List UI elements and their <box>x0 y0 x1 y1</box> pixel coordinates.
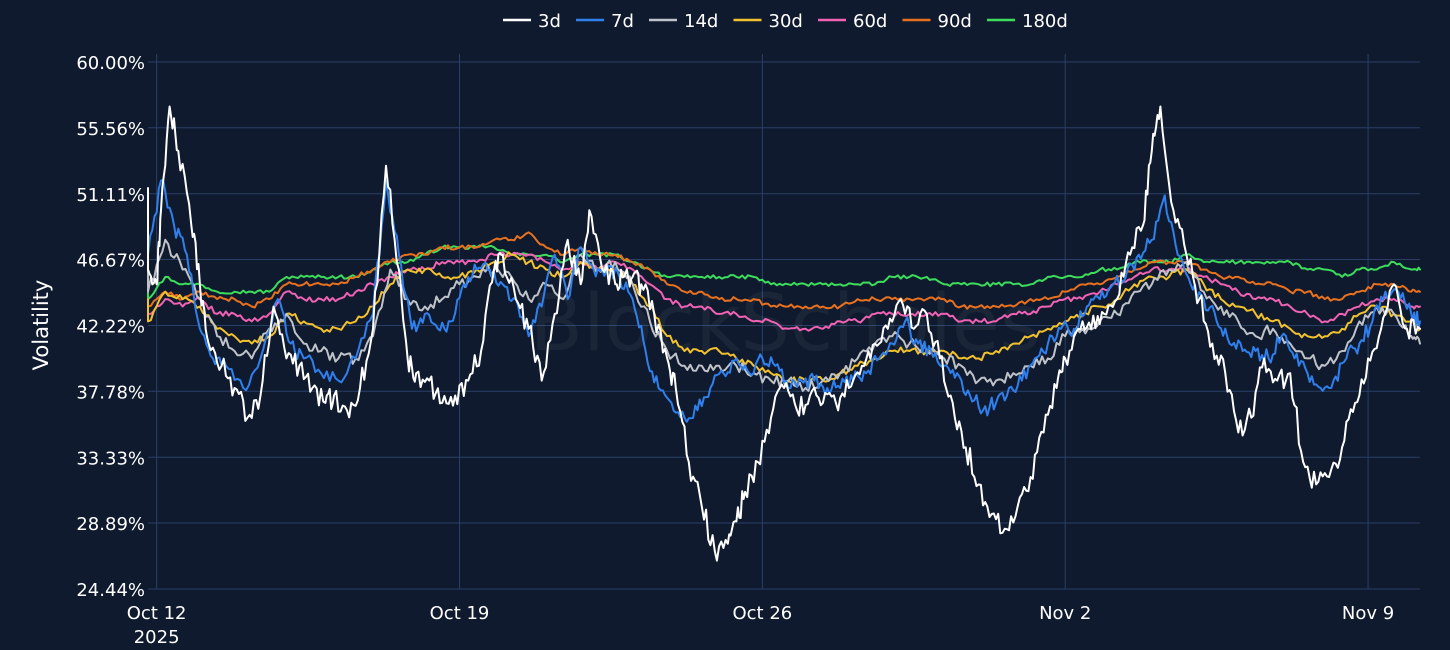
legend-item-7d[interactable]: 7d <box>576 11 634 32</box>
legend-item-14d[interactable]: 14d <box>649 11 718 32</box>
y-axis-tick-labels: 60.00% 55.56% 51.11% 46.67% 42.22% 37.78% 33.3… <box>76 53 145 601</box>
y-tick-label: 60.00% <box>76 53 145 74</box>
series-line-7d <box>147 178 1421 423</box>
series-line-3d <box>147 105 1421 562</box>
legend-item-60d[interactable]: 60d <box>818 11 887 32</box>
y-tick-label: 51.11% <box>76 185 145 206</box>
legend-label: 30d <box>769 11 803 32</box>
x-tick-label: Oct 12 <box>127 603 187 624</box>
legend-label: 14d <box>684 11 718 32</box>
y-axis-title: Volatility <box>29 280 53 371</box>
x-tick-label: Nov 2 <box>1039 603 1091 624</box>
y-tick-label: 24.44% <box>76 580 145 601</box>
series-line-90d <box>147 231 1421 310</box>
grid-lines <box>148 54 1420 590</box>
x-tick-sublabel: 2025 <box>134 627 180 648</box>
legend-label: 90d <box>938 11 972 32</box>
y-tick-label: 37.78% <box>76 382 145 403</box>
legend-item-3d[interactable]: 3d <box>503 11 561 32</box>
legend-label: 180d <box>1022 11 1068 32</box>
legend-label: 3d <box>538 11 561 32</box>
y-tick-label: 33.33% <box>76 448 145 469</box>
legend-item-30d[interactable]: 30d <box>733 11 803 32</box>
legend-item-180d[interactable]: 180d <box>987 11 1068 32</box>
y-tick-label: 28.89% <box>76 514 145 535</box>
series-line-180d <box>147 244 1421 301</box>
y-tick-label: 46.67% <box>76 251 145 272</box>
legend-label: 60d <box>853 11 887 32</box>
legend[interactable]: 3d 7d 14d 30d 60d 90d 180d <box>503 11 1068 32</box>
x-tick-label: Oct 19 <box>430 603 490 624</box>
y-tick-label: 42.22% <box>76 317 145 338</box>
y-tick-label: 55.56% <box>76 119 145 140</box>
series-line-30d <box>147 251 1421 385</box>
watermark: BlockScholes <box>530 279 1041 369</box>
series-line-60d <box>147 251 1421 332</box>
x-axis-tick-labels: Oct 12 2025 Oct 19 Oct 26 Nov 2 Nov 9 <box>127 603 1394 648</box>
x-tick-label: Oct 26 <box>732 603 792 624</box>
legend-item-90d[interactable]: 90d <box>902 11 972 32</box>
series-lines <box>147 105 1421 562</box>
legend-label: 7d <box>611 11 634 32</box>
x-tick-label: Nov 9 <box>1342 603 1394 624</box>
